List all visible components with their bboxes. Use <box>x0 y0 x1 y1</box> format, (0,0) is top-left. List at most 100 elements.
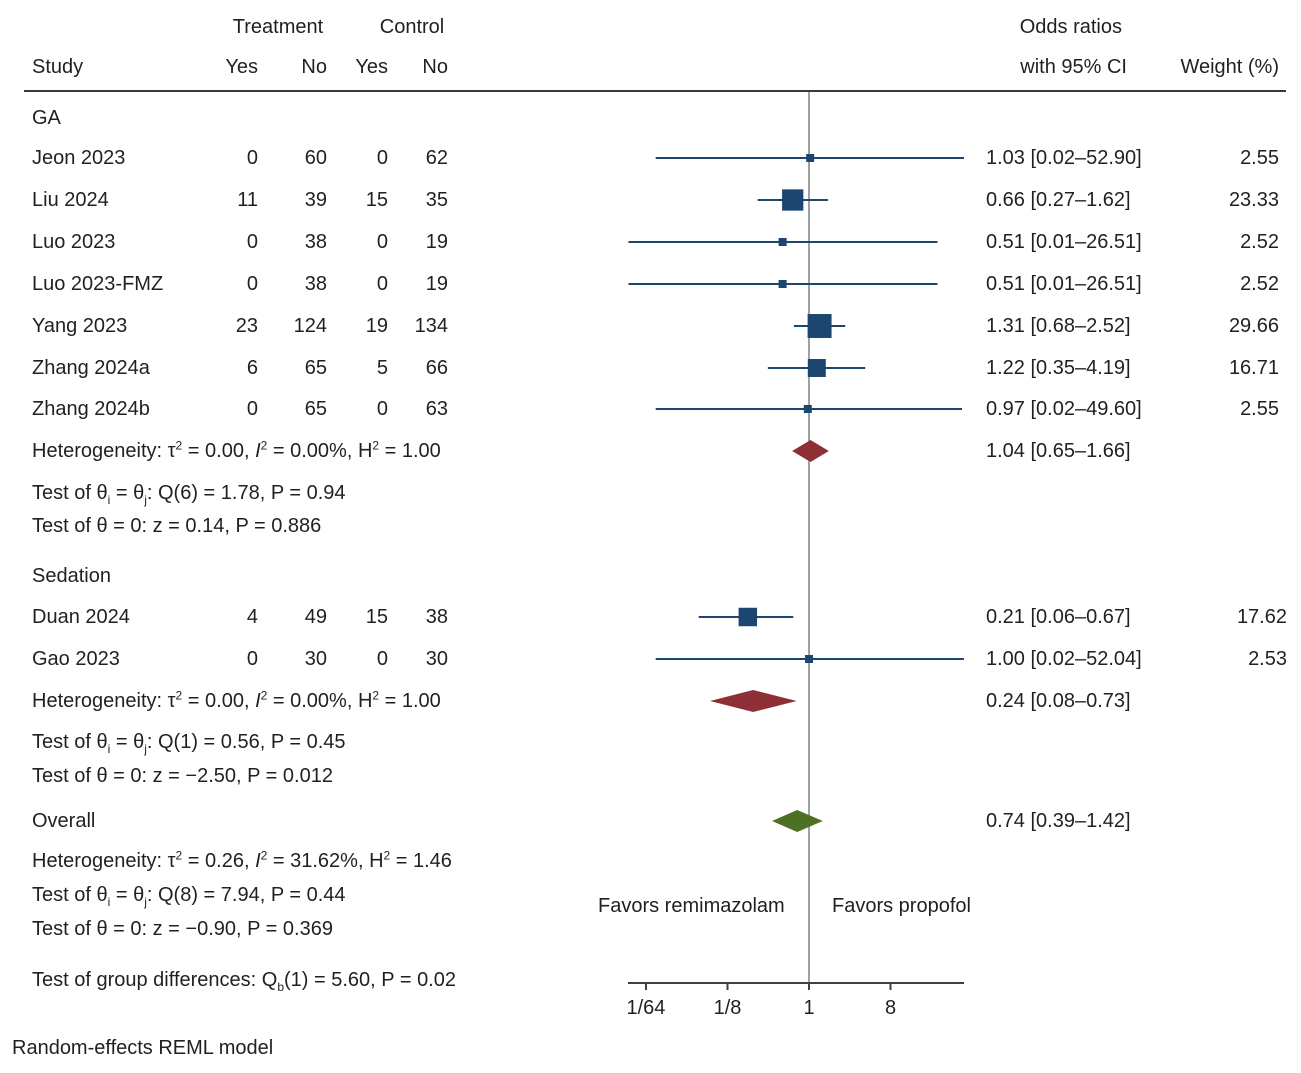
control-yes: 15 <box>365 189 388 211</box>
test-homogeneity: Test of θi = θj: Q(1) = 0.56, P = 0.45 <box>32 730 346 756</box>
subgroup-diamond <box>792 440 829 462</box>
treatment-yes: 23 <box>235 315 258 337</box>
heterogeneity-stats: Heterogeneity: τ2 = 0.00, I2 = 0.00%, H2… <box>32 689 441 713</box>
control-no-header: No <box>422 56 448 78</box>
study-name: Luo 2023 <box>32 231 116 253</box>
overall-test-homogeneity: Test of θi = θj: Q(8) = 7.94, P = 0.44 <box>32 883 346 908</box>
q-stat: : Q(8) = 7.94, P = 0.44 <box>146 884 346 906</box>
or-ci-text: 0.66 [0.27–1.62] <box>986 189 1131 211</box>
q-stat: : Q(1) = 0.56, P = 0.45 <box>146 731 346 753</box>
subscript: j <box>144 742 147 756</box>
control-no: 19 <box>425 231 448 253</box>
favors-left-label: Favors remimazolam <box>598 895 785 917</box>
theta-i: Test of θ <box>32 731 108 753</box>
q-value: (1) = 5.60, P = 0.02 <box>284 969 456 991</box>
test-theta-zero: Test of θ = 0: z = −2.50, P = 0.012 <box>32 765 333 787</box>
or-ci-text: 0.51 [0.01–26.51] <box>986 231 1142 253</box>
x-tick-label: 8 <box>884 997 897 1019</box>
weight-value: 2.53 <box>1248 648 1287 670</box>
study-name: Yang 2023 <box>32 315 128 337</box>
favors-right-label: Favors propofol <box>832 895 971 917</box>
weight-value: 16.71 <box>1228 357 1279 379</box>
treatment-yes: 6 <box>246 357 258 379</box>
tau2-value: = 0.00, <box>182 440 256 462</box>
control-no: 38 <box>425 606 448 628</box>
or-ci-text: 1.22 [0.35–4.19] <box>986 357 1131 379</box>
weight-value: 2.55 <box>1240 147 1279 169</box>
h2-value: = 1.00 <box>379 690 441 712</box>
superscript: 2 <box>372 688 380 703</box>
theta-i: Test of θ <box>32 884 108 906</box>
overall-diamond <box>772 810 823 832</box>
x-tick-label: 1/64 <box>626 997 666 1019</box>
treatment-yes: 0 <box>246 398 258 420</box>
study-marker <box>778 280 787 288</box>
treatment-yes: 4 <box>246 606 258 628</box>
superscript: 2 <box>372 438 380 453</box>
study-marker <box>805 655 813 663</box>
or-ci-text: 0.21 [0.06–0.67] <box>986 606 1131 628</box>
study-marker <box>807 314 832 338</box>
tau2-value: = 0.00, <box>182 690 256 712</box>
tau2-value: = 0.26, <box>182 850 256 872</box>
header-divider <box>24 90 1286 92</box>
control-yes: 0 <box>376 648 388 670</box>
subgroup-diamond <box>709 690 797 712</box>
study-marker <box>803 405 812 413</box>
x-tick-label: 1 <box>803 997 815 1019</box>
tau-symbol: Heterogeneity: τ <box>32 690 176 712</box>
superscript: 2 <box>260 688 268 703</box>
subgroup-or-text: 0.24 [0.08–0.73] <box>986 690 1131 712</box>
treatment-no: 38 <box>304 231 327 253</box>
control-no: 30 <box>425 648 448 670</box>
i2-value: = 0.00%, H <box>267 440 373 462</box>
theta-j: = θ <box>110 884 145 906</box>
test-homogeneity: Test of θi = θj: Q(6) = 1.78, P = 0.94 <box>32 481 346 507</box>
study-header: Study <box>32 56 84 78</box>
study-name: Gao 2023 <box>32 648 120 670</box>
group-label: Sedation <box>32 565 111 587</box>
theta-j: = θ <box>110 731 145 753</box>
control-yes: 0 <box>376 273 388 295</box>
group-label: GA <box>32 107 61 129</box>
weight-value: 2.52 <box>1240 231 1279 253</box>
h2-value: = 1.46 <box>390 850 452 872</box>
weight-value: 17.62 <box>1236 606 1287 628</box>
treatment-no: 30 <box>304 648 327 670</box>
q-label: Test of group differences: Q <box>32 969 278 991</box>
subscript: i <box>107 493 111 507</box>
control-yes: 19 <box>365 315 388 337</box>
study-name: Jeon 2023 <box>32 147 126 169</box>
control-yes: 15 <box>365 606 388 628</box>
i-label: I <box>255 850 261 872</box>
or-header-line1: Odds ratios <box>1019 16 1122 38</box>
study-name: Liu 2024 <box>32 189 109 211</box>
theta-i: Test of θ <box>32 482 108 504</box>
study-marker <box>738 607 758 627</box>
treatment-yes: 0 <box>246 648 258 670</box>
superscript: 2 <box>383 848 391 863</box>
or-ci-text: 1.03 [0.02–52.90] <box>986 147 1142 169</box>
i-label: I <box>255 690 261 712</box>
tau-symbol: Heterogeneity: τ <box>32 440 176 462</box>
test-theta-zero: Test of θ = 0: z = 0.14, P = 0.886 <box>32 515 322 537</box>
weight-value: 23.33 <box>1228 189 1279 211</box>
subscript: j <box>144 493 147 507</box>
control-no: 35 <box>425 189 448 211</box>
i2-value: = 31.62%, H <box>267 850 384 872</box>
footnote: Random-effects REML model <box>12 1037 274 1059</box>
or-ci-text: 1.31 [0.68–2.52] <box>986 315 1131 337</box>
overall-heterogeneity: Heterogeneity: τ2 = 0.26, I2 = 31.62%, H… <box>32 849 452 873</box>
overall-or-text: 0.74 [0.39–1.42] <box>986 810 1131 832</box>
treatment-no: 60 <box>304 147 327 169</box>
tau-symbol: Heterogeneity: τ <box>32 850 176 872</box>
q-stat: : Q(6) = 1.78, P = 0.94 <box>146 482 346 504</box>
or-ci-text: 1.00 [0.02–52.04] <box>986 648 1142 670</box>
study-marker <box>782 189 804 211</box>
superscript: 2 <box>175 848 183 863</box>
treatment-header: Treatment <box>232 16 324 38</box>
weight-value: 2.52 <box>1240 273 1279 295</box>
control-no: 62 <box>425 147 448 169</box>
treatment-yes: 0 <box>246 231 258 253</box>
